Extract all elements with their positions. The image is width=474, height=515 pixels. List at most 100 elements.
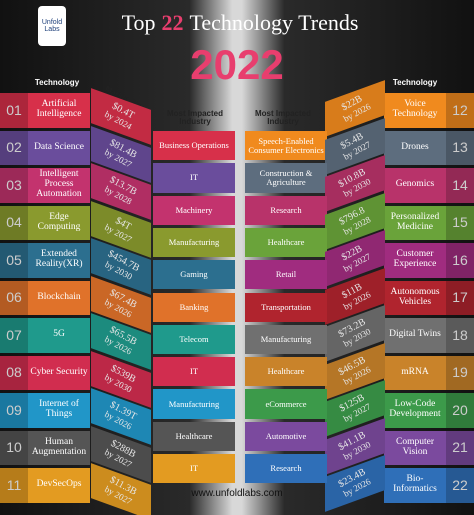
market-size-text: $65.5B by 2026 bbox=[103, 325, 139, 357]
item-number: 05 bbox=[0, 243, 28, 278]
technology: DevSecOps bbox=[28, 468, 90, 503]
market-size-text: $5.4B by 2027 bbox=[337, 130, 372, 161]
technology: Human Augmentation bbox=[28, 430, 90, 465]
industry: Machinery bbox=[153, 195, 235, 225]
industry: Research bbox=[245, 195, 327, 225]
industry: Healthcare bbox=[153, 421, 235, 451]
item-number: 06 bbox=[0, 280, 28, 315]
industry: Research bbox=[245, 454, 327, 484]
market-size-text: $11B by 2026 bbox=[337, 280, 372, 311]
industry: Manufacturing bbox=[153, 227, 235, 258]
logo: Unfold Labs bbox=[38, 6, 66, 46]
title-text: Technology Trends bbox=[189, 10, 359, 36]
technology: Digital Twins bbox=[384, 318, 446, 353]
column-header: Technology bbox=[392, 77, 438, 87]
item-number: 02 bbox=[0, 130, 28, 165]
item-number: 15 bbox=[446, 205, 474, 240]
industry: Manufacturing bbox=[153, 389, 235, 419]
item-number: 21 bbox=[446, 430, 474, 465]
market-size-text: $288B by 2027 bbox=[103, 438, 138, 469]
industry: Retail bbox=[245, 260, 327, 290]
industry: Construction & Agriculture bbox=[245, 163, 327, 193]
technology: Low-Code Development bbox=[384, 393, 446, 428]
technology: Artificial Intelligence bbox=[28, 93, 90, 128]
technology: Voice Technology bbox=[384, 93, 446, 128]
year: 2022 bbox=[190, 40, 284, 88]
item-number: 20 bbox=[446, 393, 474, 428]
title: Top 22 Technology Trends bbox=[70, 8, 410, 38]
market-size-text: $67.4B by 2026 bbox=[103, 287, 139, 319]
technology: Edge Computing bbox=[28, 205, 90, 240]
technology: Intelligent Process Automation bbox=[28, 168, 90, 203]
item-number: 07 bbox=[0, 318, 28, 353]
industry: Automotive bbox=[245, 421, 327, 451]
market-size-text: $41.1B by 2030 bbox=[337, 429, 372, 461]
technology: Internet of Things bbox=[28, 393, 90, 428]
technology: Customer Experience bbox=[384, 243, 446, 278]
technology: Data Science bbox=[28, 130, 90, 165]
industry: IT bbox=[153, 357, 235, 387]
technology: Genomics bbox=[384, 168, 446, 203]
market-size-text: $454.7B by 2030 bbox=[101, 249, 142, 283]
technology: 5G bbox=[28, 318, 90, 353]
technology: Cyber Security bbox=[28, 355, 90, 390]
industry: Business Operations bbox=[153, 131, 235, 161]
item-number: 19 bbox=[446, 355, 474, 390]
market-size-text: $22B by 2027 bbox=[337, 243, 372, 274]
industry: Healthcare bbox=[245, 357, 327, 387]
item-number: 17 bbox=[446, 280, 474, 315]
industry: Telecom bbox=[153, 324, 235, 355]
market-size-text: $22B by 2026 bbox=[337, 93, 372, 124]
item-number: 09 bbox=[0, 393, 28, 428]
technology: Extended Reality(XR) bbox=[28, 243, 90, 278]
item-number: 12 bbox=[446, 93, 474, 128]
market-size-text: $81.4B by 2027 bbox=[103, 137, 139, 169]
industry: IT bbox=[153, 454, 235, 484]
technology: Personalized Medicine bbox=[384, 205, 446, 240]
item-number: 14 bbox=[446, 168, 474, 203]
market-size-text: $46.5B by 2026 bbox=[337, 354, 372, 386]
industry: Transportation bbox=[245, 292, 327, 322]
item-number: 10 bbox=[0, 430, 28, 465]
market-size-text: $4T by 2027 bbox=[103, 213, 138, 244]
technology: Bio-Informatics bbox=[384, 468, 446, 503]
industry: eCommerce bbox=[245, 389, 327, 419]
footer-url: www.unfoldlabs.com bbox=[191, 487, 283, 499]
market-size-text: $23.4B by 2026 bbox=[337, 467, 372, 499]
item-number: 03 bbox=[0, 168, 28, 203]
technology: Drones bbox=[384, 130, 446, 165]
market-size-text: $11.3B by 2027 bbox=[103, 475, 139, 507]
market-size-text: $539B by 2030 bbox=[103, 363, 138, 394]
column-header: Most Impacted Industry bbox=[254, 108, 311, 126]
technology: Computer Vision bbox=[384, 430, 446, 465]
industry: Banking bbox=[153, 292, 235, 322]
item-number: 16 bbox=[446, 243, 474, 278]
industry: Gaming bbox=[153, 260, 235, 290]
market-size-text: $1.39T by 2026 bbox=[103, 400, 139, 432]
item-number: 13 bbox=[446, 130, 474, 165]
technology: Blockchain bbox=[28, 280, 90, 315]
market-size-text: $796.8 by 2028 bbox=[337, 205, 373, 236]
market-size-text: $125B by 2027 bbox=[337, 392, 372, 424]
industry: Manufacturing bbox=[245, 324, 327, 355]
item-number: 11 bbox=[0, 468, 28, 503]
title-number: 22 bbox=[161, 10, 184, 36]
market-size-text: $73.2B by 2030 bbox=[337, 317, 372, 349]
item-number: 22 bbox=[446, 468, 474, 503]
column-header: Most Impacted Industry bbox=[166, 108, 223, 126]
market-size-text: $0.4T by 2024 bbox=[103, 101, 138, 132]
industry: Healthcare bbox=[245, 227, 327, 258]
column-header: Technology bbox=[34, 77, 80, 87]
technology: mRNA bbox=[384, 355, 446, 390]
title-text: Top bbox=[121, 10, 156, 36]
market-size-text: $13.7B by 2028 bbox=[103, 175, 139, 207]
item-number: 04 bbox=[0, 205, 28, 240]
technology: Autonomous Vehicles bbox=[384, 280, 446, 315]
item-number: 01 bbox=[0, 93, 28, 128]
item-number: 08 bbox=[0, 355, 28, 390]
industry: IT bbox=[153, 163, 235, 193]
industry: Speech-Enabled Consumer Electronics bbox=[245, 131, 327, 161]
item-number: 18 bbox=[446, 318, 474, 353]
market-size-text: $10.8B by 2030 bbox=[337, 167, 372, 199]
